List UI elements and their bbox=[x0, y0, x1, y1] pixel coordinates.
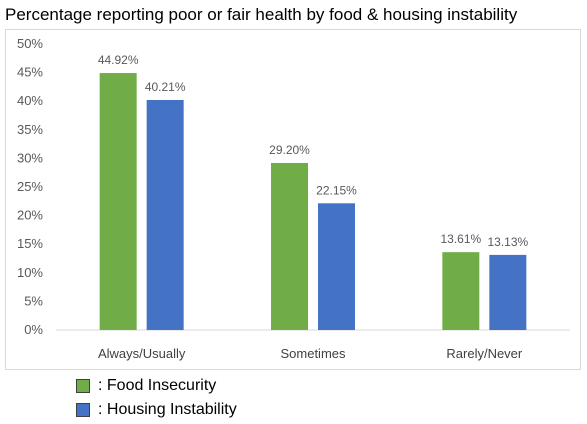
chart-title: Percentage reporting poor or fair health… bbox=[5, 5, 518, 24]
bar-housing-instability bbox=[489, 254, 527, 330]
data-label: 29.20% bbox=[269, 143, 310, 157]
y-tick-label: 35% bbox=[17, 122, 43, 137]
bar-housing-instability bbox=[318, 203, 355, 330]
y-tick-label: 40% bbox=[17, 93, 43, 108]
data-label: 40.21% bbox=[145, 80, 186, 94]
y-tick-label: 25% bbox=[17, 179, 43, 194]
bar-food-insecurity bbox=[99, 73, 137, 330]
x-category-label: Sometimes bbox=[280, 346, 346, 361]
legend-item-housing: : Housing Instability bbox=[76, 398, 237, 422]
y-tick-label: 50% bbox=[17, 36, 43, 51]
x-category-label: Always/Usually bbox=[98, 346, 186, 361]
bar-food-insecurity bbox=[442, 252, 480, 330]
legend-label-housing: : Housing Instability bbox=[98, 401, 237, 418]
legend-label-food: : Food Insecurity bbox=[98, 377, 217, 394]
x-category-label: Rarely/Never bbox=[446, 346, 523, 361]
y-tick-label: 30% bbox=[17, 150, 43, 165]
y-tick-label: 20% bbox=[17, 208, 43, 223]
legend: : Food Insecurity : Housing Instability bbox=[76, 374, 237, 422]
data-label: 13.61% bbox=[440, 232, 481, 246]
chart-area bbox=[5, 29, 581, 370]
legend-swatch-food bbox=[76, 379, 90, 393]
y-tick-label: 15% bbox=[17, 236, 43, 251]
data-label: 13.13% bbox=[487, 235, 528, 249]
y-tick-label: 5% bbox=[24, 293, 43, 308]
bar-housing-instability bbox=[146, 99, 184, 330]
y-tick-label: 45% bbox=[17, 65, 43, 80]
data-label: 22.15% bbox=[316, 183, 357, 197]
legend-item-food: : Food Insecurity bbox=[76, 374, 237, 398]
bar-food-insecurity bbox=[271, 162, 308, 330]
y-tick-label: 10% bbox=[17, 265, 43, 280]
legend-swatch-housing bbox=[76, 403, 90, 417]
y-tick-label: 0% bbox=[24, 322, 43, 337]
bar-chart: 0% 5% 10% 15% 20% 25% 30% 35% 40% 45% 50% 44.92% 40.… bbox=[17, 36, 570, 361]
data-label: 44.92% bbox=[98, 53, 139, 67]
